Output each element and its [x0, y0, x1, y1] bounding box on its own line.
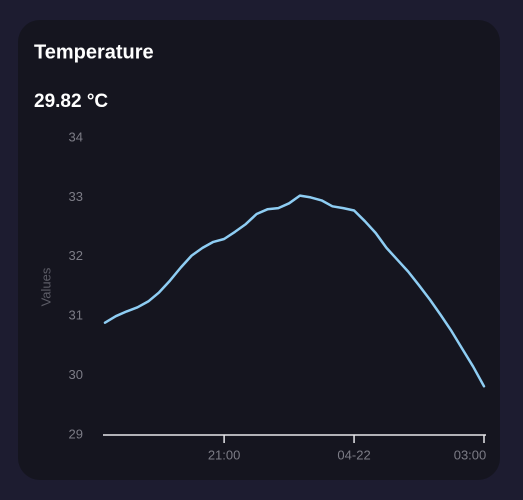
x-tick-label: 21:00 — [208, 447, 241, 462]
y-axis-label: Values — [38, 267, 53, 306]
y-tick-label: 34 — [69, 129, 83, 144]
line — [103, 194, 486, 388]
current-value: 29.82 °C — [34, 91, 108, 112]
y-tick-label: 32 — [69, 248, 83, 263]
chart-title: Temperature — [34, 41, 154, 63]
x-tick-label: 04-22 — [337, 447, 370, 462]
y-tick-label: 33 — [69, 189, 83, 204]
y-tick-label: 29 — [69, 426, 83, 441]
y-tick-label: 30 — [69, 367, 83, 382]
y-tick-label: 31 — [69, 308, 83, 323]
card — [18, 20, 500, 480]
x-tick-label: 03:00 — [454, 447, 487, 462]
